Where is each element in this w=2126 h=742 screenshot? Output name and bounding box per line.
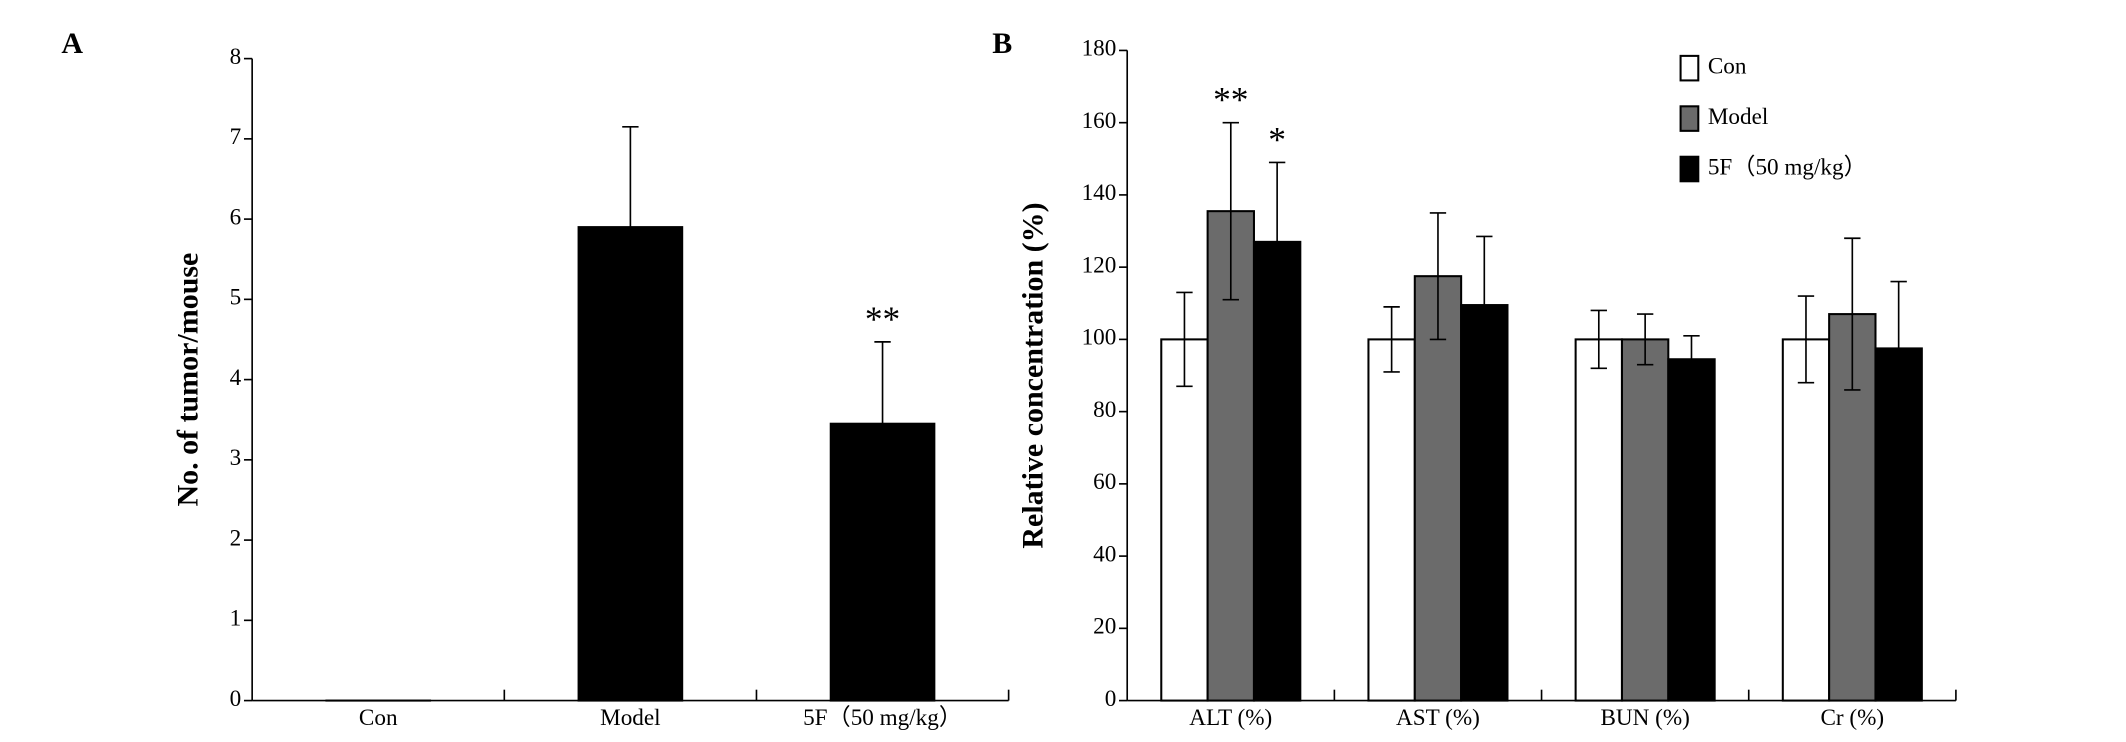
error-bar bbox=[1429, 212, 1447, 341]
y-tick-label: 180 bbox=[1082, 36, 1117, 62]
y-tick-label: 8 bbox=[230, 44, 242, 70]
panel-label: B bbox=[992, 27, 1012, 60]
x-tick-label: AST (%) bbox=[1396, 705, 1480, 731]
bar bbox=[1160, 338, 1209, 702]
x-tick-label: Cr (%) bbox=[1820, 705, 1884, 731]
x-tick-label: Con bbox=[359, 705, 398, 731]
error-bar bbox=[1383, 306, 1400, 373]
error-bar bbox=[1636, 313, 1654, 366]
bar bbox=[1367, 338, 1416, 702]
legend-swatch bbox=[1679, 155, 1700, 183]
error-bar bbox=[1268, 161, 1286, 323]
y-tick-label: 60 bbox=[1093, 469, 1116, 495]
y-tick-label: 80 bbox=[1093, 397, 1116, 423]
y-tick-label: 7 bbox=[230, 124, 242, 150]
error-bar bbox=[1176, 291, 1193, 388]
y-tick-label: 0 bbox=[230, 686, 242, 712]
bar bbox=[1620, 338, 1670, 702]
y-tick-label: 0 bbox=[1105, 686, 1117, 712]
legend-label: Model bbox=[1708, 104, 1768, 130]
legend-swatch bbox=[1679, 105, 1700, 132]
legend-label: Con bbox=[1708, 53, 1747, 79]
x-tick-label: Model bbox=[600, 705, 660, 731]
error-bar bbox=[1590, 309, 1607, 370]
bar bbox=[1574, 338, 1623, 702]
x-tick-label: ALT (%) bbox=[1189, 705, 1272, 731]
y-tick-label: 20 bbox=[1093, 614, 1116, 640]
error-bar bbox=[1797, 295, 1815, 384]
error-bar bbox=[1476, 235, 1493, 375]
y-tick-label: 160 bbox=[1082, 108, 1117, 134]
y-tick-label: 1 bbox=[230, 606, 242, 632]
y-tick-label: 40 bbox=[1093, 541, 1116, 567]
bar bbox=[1781, 338, 1831, 702]
significance-label: * bbox=[1268, 119, 1286, 159]
error-bar bbox=[1222, 121, 1239, 301]
y-tick-label: 4 bbox=[230, 365, 242, 391]
legend-label: 5F（50 mg/kg） bbox=[1708, 154, 1867, 180]
y-tick-label: 3 bbox=[230, 445, 242, 471]
bar bbox=[1667, 358, 1716, 702]
bar bbox=[829, 422, 936, 702]
y-tick-label: 100 bbox=[1082, 325, 1117, 351]
error-bar bbox=[874, 341, 891, 424]
error-bar bbox=[1683, 334, 1700, 384]
significance-label: ** bbox=[1213, 80, 1248, 120]
x-tick-label: 5F（50 mg/kg） bbox=[803, 705, 962, 731]
legend-swatch bbox=[1679, 54, 1700, 82]
bar bbox=[1413, 275, 1463, 702]
error-bar bbox=[622, 126, 639, 228]
x-tick-label: BUN (%) bbox=[1600, 705, 1689, 731]
error-bar bbox=[1890, 280, 1907, 417]
y-axis-label: Relative concentration (%) bbox=[1017, 202, 1050, 548]
significance-label: ** bbox=[865, 299, 900, 339]
panel-label: A bbox=[61, 27, 83, 60]
y-tick-label: 120 bbox=[1082, 252, 1117, 278]
y-tick-label: 2 bbox=[230, 525, 242, 551]
y-tick-label: 6 bbox=[230, 204, 242, 230]
error-bar bbox=[1844, 237, 1861, 391]
y-axis-label: No. of tumor/mouse bbox=[172, 253, 205, 507]
y-tick-label: 140 bbox=[1082, 180, 1117, 206]
y-tick-label: 5 bbox=[230, 285, 242, 311]
bar bbox=[577, 226, 684, 702]
